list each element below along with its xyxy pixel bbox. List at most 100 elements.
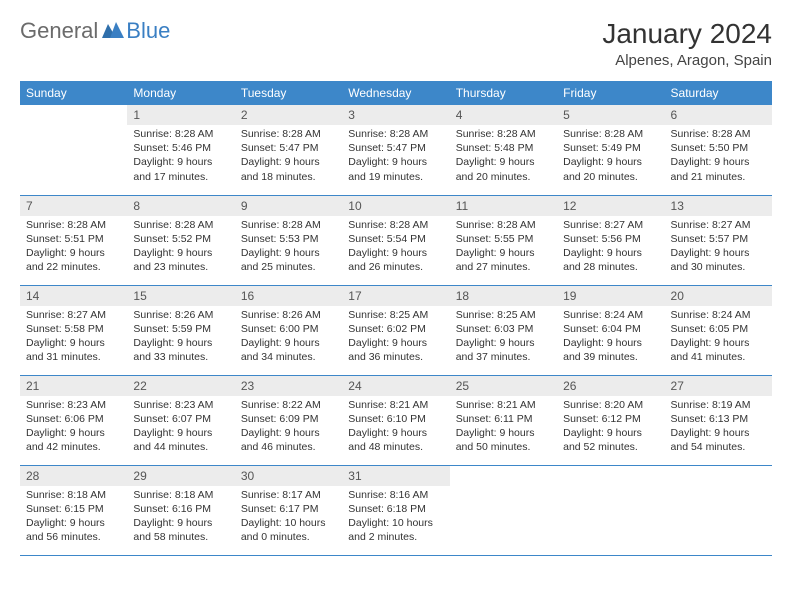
day-number: 12 — [557, 196, 664, 216]
day-number: 27 — [665, 376, 772, 396]
calendar-day-cell: 25Sunrise: 8:21 AMSunset: 6:11 PMDayligh… — [450, 375, 557, 465]
day-content: Sunrise: 8:23 AMSunset: 6:07 PMDaylight:… — [127, 396, 234, 459]
day-line: Sunset: 5:53 PM — [241, 232, 336, 246]
day-line: Sunset: 6:13 PM — [671, 412, 766, 426]
calendar-day-cell: 8Sunrise: 8:28 AMSunset: 5:52 PMDaylight… — [127, 195, 234, 285]
day-content: Sunrise: 8:28 AMSunset: 5:47 PMDaylight:… — [235, 125, 342, 188]
weekday-header: Sunday — [20, 81, 127, 105]
day-line: Sunrise: 8:28 AM — [348, 127, 443, 141]
day-line: and 37 minutes. — [456, 350, 551, 364]
day-line: and 17 minutes. — [133, 170, 228, 184]
day-content: Sunrise: 8:18 AMSunset: 6:16 PMDaylight:… — [127, 486, 234, 549]
day-line: Daylight: 9 hours — [348, 246, 443, 260]
day-content: Sunrise: 8:17 AMSunset: 6:17 PMDaylight:… — [235, 486, 342, 549]
day-number: 4 — [450, 105, 557, 125]
day-line: Sunrise: 8:26 AM — [241, 308, 336, 322]
calendar-day-cell: 5Sunrise: 8:28 AMSunset: 5:49 PMDaylight… — [557, 105, 664, 195]
day-line: Sunset: 5:52 PM — [133, 232, 228, 246]
location: Alpenes, Aragon, Spain — [602, 52, 772, 69]
day-line: Sunset: 6:15 PM — [26, 502, 121, 516]
day-content: Sunrise: 8:28 AMSunset: 5:48 PMDaylight:… — [450, 125, 557, 188]
day-line: Sunset: 6:18 PM — [348, 502, 443, 516]
calendar-day-cell: 16Sunrise: 8:26 AMSunset: 6:00 PMDayligh… — [235, 285, 342, 375]
day-line: Sunrise: 8:28 AM — [456, 127, 551, 141]
logo-text-blue: Blue — [126, 18, 170, 44]
day-content: Sunrise: 8:26 AMSunset: 6:00 PMDaylight:… — [235, 306, 342, 369]
day-line: Daylight: 9 hours — [563, 246, 658, 260]
day-number: 5 — [557, 105, 664, 125]
day-line: Sunset: 6:17 PM — [241, 502, 336, 516]
day-line — [563, 516, 658, 530]
day-number: 22 — [127, 376, 234, 396]
day-line: and 31 minutes. — [26, 350, 121, 364]
calendar-day-cell: 18Sunrise: 8:25 AMSunset: 6:03 PMDayligh… — [450, 285, 557, 375]
day-line: Sunset: 5:50 PM — [671, 141, 766, 155]
day-line: and 33 minutes. — [133, 350, 228, 364]
day-content: Sunrise: 8:28 AMSunset: 5:55 PMDaylight:… — [450, 216, 557, 279]
day-line: and 22 minutes. — [26, 260, 121, 274]
calendar-day-cell: 29Sunrise: 8:18 AMSunset: 6:16 PMDayligh… — [127, 465, 234, 555]
day-line — [26, 155, 121, 169]
weekday-header: Thursday — [450, 81, 557, 105]
day-line — [456, 530, 551, 544]
day-line: and 36 minutes. — [348, 350, 443, 364]
day-number: 10 — [342, 196, 449, 216]
weekday-header: Friday — [557, 81, 664, 105]
day-content: Sunrise: 8:27 AMSunset: 5:58 PMDaylight:… — [20, 306, 127, 369]
day-content — [20, 125, 127, 188]
day-line: Sunrise: 8:18 AM — [133, 488, 228, 502]
day-content: Sunrise: 8:28 AMSunset: 5:51 PMDaylight:… — [20, 216, 127, 279]
calendar-day-cell: 9Sunrise: 8:28 AMSunset: 5:53 PMDaylight… — [235, 195, 342, 285]
day-line: and 27 minutes. — [456, 260, 551, 274]
day-line: Sunset: 6:16 PM — [133, 502, 228, 516]
day-line — [563, 530, 658, 544]
day-line: Sunrise: 8:28 AM — [671, 127, 766, 141]
day-line: Daylight: 9 hours — [456, 155, 551, 169]
day-line: and 20 minutes. — [563, 170, 658, 184]
day-line: Sunrise: 8:18 AM — [26, 488, 121, 502]
calendar-day-cell: 2Sunrise: 8:28 AMSunset: 5:47 PMDaylight… — [235, 105, 342, 195]
day-line: Sunrise: 8:24 AM — [563, 308, 658, 322]
calendar-day-cell: 3Sunrise: 8:28 AMSunset: 5:47 PMDaylight… — [342, 105, 449, 195]
day-line: and 42 minutes. — [26, 440, 121, 454]
day-line: Sunset: 5:47 PM — [241, 141, 336, 155]
day-line: Sunset: 5:59 PM — [133, 322, 228, 336]
calendar-day-cell: 24Sunrise: 8:21 AMSunset: 6:10 PMDayligh… — [342, 375, 449, 465]
day-line: Daylight: 9 hours — [26, 516, 121, 530]
day-line: Daylight: 9 hours — [241, 426, 336, 440]
calendar-week-row: 1Sunrise: 8:28 AMSunset: 5:46 PMDaylight… — [20, 105, 772, 195]
day-line — [671, 502, 766, 516]
day-line: Daylight: 9 hours — [348, 155, 443, 169]
day-line: Sunset: 6:04 PM — [563, 322, 658, 336]
day-line: Daylight: 10 hours — [241, 516, 336, 530]
day-line: Sunrise: 8:27 AM — [671, 218, 766, 232]
day-line: Sunset: 6:02 PM — [348, 322, 443, 336]
day-line — [26, 170, 121, 184]
day-line: Sunrise: 8:25 AM — [456, 308, 551, 322]
day-number: 9 — [235, 196, 342, 216]
calendar-day-cell: 10Sunrise: 8:28 AMSunset: 5:54 PMDayligh… — [342, 195, 449, 285]
day-number: 2 — [235, 105, 342, 125]
day-number: 29 — [127, 466, 234, 486]
day-content: Sunrise: 8:24 AMSunset: 6:04 PMDaylight:… — [557, 306, 664, 369]
calendar-day-cell: 20Sunrise: 8:24 AMSunset: 6:05 PMDayligh… — [665, 285, 772, 375]
calendar-day-cell: 27Sunrise: 8:19 AMSunset: 6:13 PMDayligh… — [665, 375, 772, 465]
day-line: Daylight: 9 hours — [563, 155, 658, 169]
calendar-day-cell: 26Sunrise: 8:20 AMSunset: 6:12 PMDayligh… — [557, 375, 664, 465]
day-line: and 28 minutes. — [563, 260, 658, 274]
day-line: Sunrise: 8:24 AM — [671, 308, 766, 322]
day-content: Sunrise: 8:21 AMSunset: 6:11 PMDaylight:… — [450, 396, 557, 459]
day-line: Sunset: 6:07 PM — [133, 412, 228, 426]
day-line — [456, 502, 551, 516]
day-line: and 23 minutes. — [133, 260, 228, 274]
day-content — [450, 486, 557, 549]
day-line: Daylight: 9 hours — [133, 516, 228, 530]
day-line: and 25 minutes. — [241, 260, 336, 274]
calendar-day-cell — [20, 105, 127, 195]
day-line: Daylight: 9 hours — [133, 246, 228, 260]
day-line: Sunrise: 8:26 AM — [133, 308, 228, 322]
day-line: Daylight: 9 hours — [563, 336, 658, 350]
day-line: Daylight: 9 hours — [241, 246, 336, 260]
day-line — [456, 488, 551, 502]
day-line: Sunset: 5:46 PM — [133, 141, 228, 155]
